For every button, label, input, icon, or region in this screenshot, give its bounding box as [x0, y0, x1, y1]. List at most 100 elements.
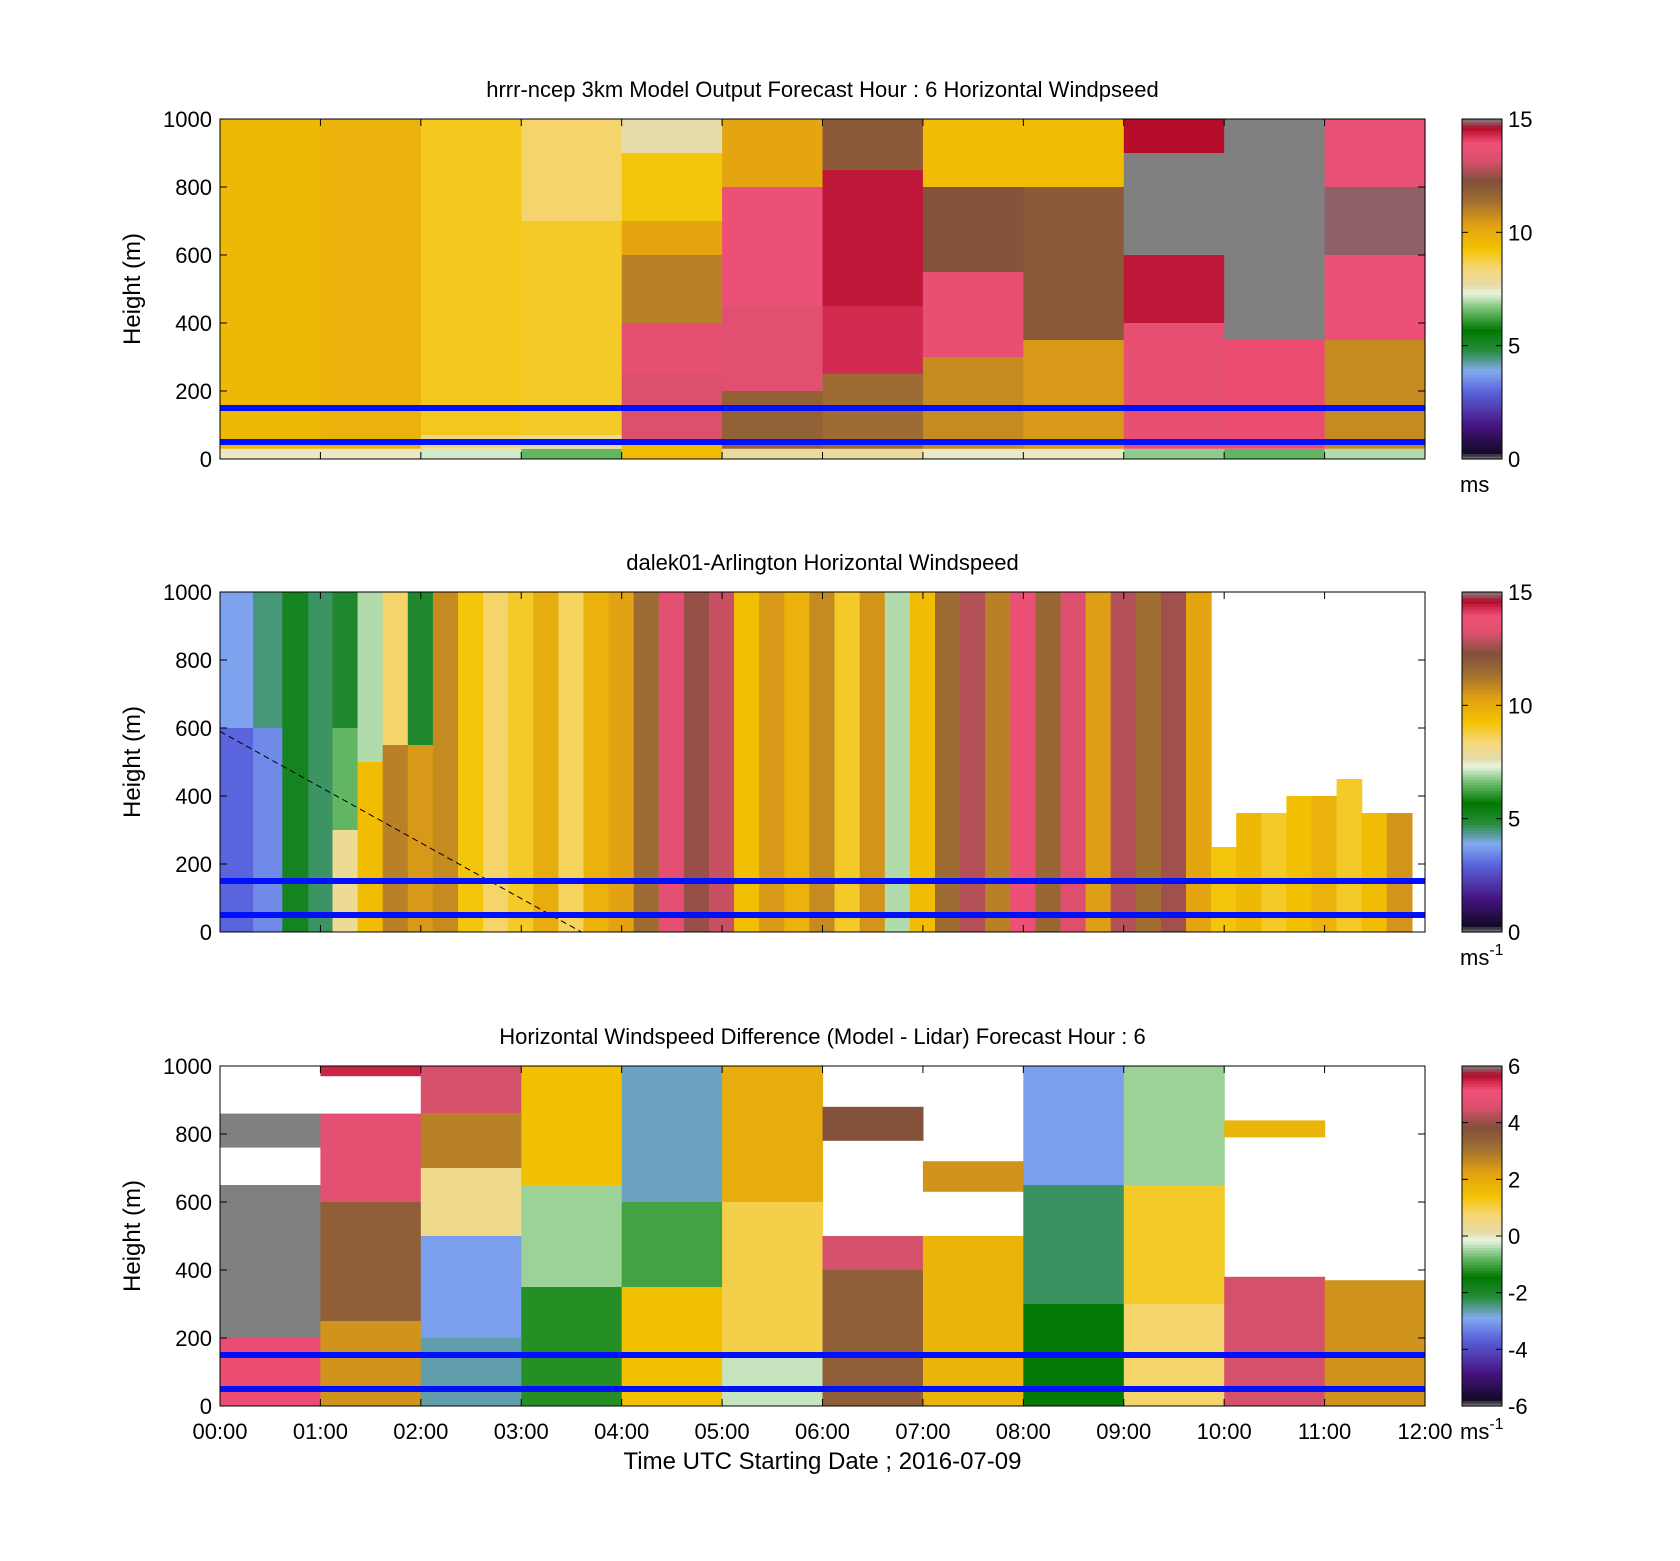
colorbar-swatch: [1462, 643, 1502, 647]
cell-c6-l1: [822, 374, 924, 449]
cell-c9-l2: [1123, 255, 1225, 323]
colorbar-swatch: [1462, 1397, 1502, 1401]
cell-c9-l1: [1123, 323, 1225, 449]
colorbar-swatch: [1462, 1156, 1502, 1161]
colorbar-swatch: [1462, 189, 1502, 194]
colorbar-swatch: [1462, 682, 1502, 687]
cell-c1-l3: [320, 1066, 422, 1077]
colorbar-swatch: [1462, 212, 1502, 216]
colorbar-swatch: [1462, 917, 1502, 922]
chart-panel-2: 0 200 400 600 800 1000 dalek01-Arlington Horiz…: [119, 550, 1532, 970]
cell-c34-l0: [1085, 592, 1112, 932]
colorbar-swatch: [1462, 1111, 1502, 1115]
colorbar-swatch: [1462, 289, 1502, 293]
colorbar-swatch: [1462, 793, 1502, 797]
colorbar-swatch: [1462, 1335, 1502, 1339]
colorbar-swatch: [1462, 456, 1502, 460]
colorbar-swatch: [1462, 1199, 1502, 1203]
y-tick-label: 0: [200, 1394, 212, 1419]
cell-c8-l1: [1023, 340, 1125, 449]
cell-c5-l0: [722, 448, 824, 459]
y-axis-label: Height (m): [119, 1180, 146, 1292]
colorbar-swatch: [1462, 651, 1502, 655]
colorbar-swatch: [1462, 844, 1502, 848]
cell-c6-l0: [822, 1270, 924, 1406]
colorbar-swatch: [1462, 750, 1502, 755]
chart-panel-1: 0 200 400 600 800 1000 hrrr-ncep 3km Model Out…: [119, 77, 1532, 497]
colorbar-swatch: [1462, 138, 1502, 143]
colorbar-swatch: [1462, 153, 1502, 157]
colorbar-swatch: [1462, 331, 1502, 335]
colorbar-swatch: [1462, 1182, 1502, 1186]
colorbar-swatch: [1462, 1170, 1502, 1175]
cell-c10-l1: [1224, 340, 1326, 449]
colorbar-swatch: [1462, 855, 1502, 859]
colorbar-swatch: [1462, 399, 1502, 403]
cell-c20-l0: [734, 592, 760, 932]
colorbar-swatch: [1462, 861, 1502, 865]
colorbar-swatch: [1462, 705, 1502, 709]
colorbar-swatch: [1462, 898, 1502, 902]
x-tick-label: 06:00: [795, 1419, 850, 1444]
colorbar-swatch: [1462, 1355, 1502, 1359]
colorbar-swatch: [1462, 1272, 1502, 1277]
colorbar-swatch: [1462, 226, 1502, 231]
y-tick-label: 1000: [163, 107, 212, 132]
cell-c18-l0: [683, 592, 710, 932]
colorbar-swatch: [1462, 141, 1502, 146]
colorbar-swatch: [1462, 1270, 1502, 1274]
colorbar-swatch: [1462, 1068, 1502, 1073]
cell-c15-l0: [608, 592, 635, 932]
colorbar-swatch: [1462, 1145, 1502, 1149]
colorbar-swatch: [1462, 923, 1502, 927]
cell-c11-l0: [1324, 448, 1426, 459]
colorbar-swatch: [1462, 433, 1502, 437]
colorbar-swatch: [1462, 798, 1502, 803]
cell-c0-l0: [220, 1338, 321, 1406]
colorbar-swatch: [1462, 1091, 1502, 1095]
cell-c4-l4: [621, 221, 723, 255]
diagonal-line: [219, 730, 582, 933]
cell-c9-l4: [1123, 119, 1225, 153]
colorbar-swatch: [1462, 439, 1502, 443]
colorbar-swatch: [1462, 371, 1502, 375]
colorbar-swatch: [1462, 1255, 1502, 1260]
colorbar-swatch: [1462, 223, 1502, 228]
cell-c0-l0: [220, 448, 321, 459]
colorbar: -6 -4 -2 0 2 4 6 ms-1: [1460, 1054, 1528, 1444]
colorbar-swatch: [1462, 696, 1502, 701]
colorbar-swatch: [1462, 1148, 1502, 1152]
cell-c5-l2: [722, 306, 824, 391]
colorbar-unit-superscript: -1: [1489, 1416, 1503, 1433]
y-tick-label: 400: [175, 1258, 212, 1283]
colorbar-swatch: [1462, 679, 1502, 684]
cell-c2-l0: [282, 592, 309, 932]
cell-c4-l2: [621, 1066, 723, 1202]
colorbar-swatch: [1462, 781, 1502, 786]
colorbar-swatch: [1462, 1289, 1502, 1294]
y-axis-label: Height (m): [119, 233, 146, 345]
colorbar-swatch: [1462, 1136, 1502, 1141]
cell-c9-l1: [1123, 1185, 1225, 1304]
cell-c2-l3: [420, 1113, 522, 1168]
colorbar-swatch: [1462, 694, 1502, 698]
cell-c1-l0: [320, 1321, 422, 1406]
cell-c24-l0: [834, 592, 861, 932]
colorbar-swatch: [1462, 1374, 1502, 1379]
cell-c0-l1: [220, 1185, 321, 1338]
colorbar-swatch: [1462, 1179, 1502, 1183]
colorbar-swatch: [1462, 119, 1502, 123]
colorbar-swatch: [1462, 1377, 1502, 1382]
colorbar-swatch: [1462, 181, 1502, 185]
colorbar-swatch: [1462, 385, 1502, 389]
colorbar-unit-base: ms: [1460, 472, 1489, 497]
colorbar-swatch: [1462, 1236, 1502, 1240]
colorbar-swatch: [1462, 900, 1502, 905]
colorbar-swatch: [1462, 365, 1502, 369]
colorbar-swatch: [1462, 597, 1502, 602]
cell-c7-l0: [922, 448, 1024, 459]
colorbar-swatch: [1462, 1233, 1502, 1237]
colorbar-swatch: [1462, 702, 1502, 706]
y-tick-label: 400: [175, 784, 212, 809]
colorbar-swatch: [1462, 889, 1502, 893]
